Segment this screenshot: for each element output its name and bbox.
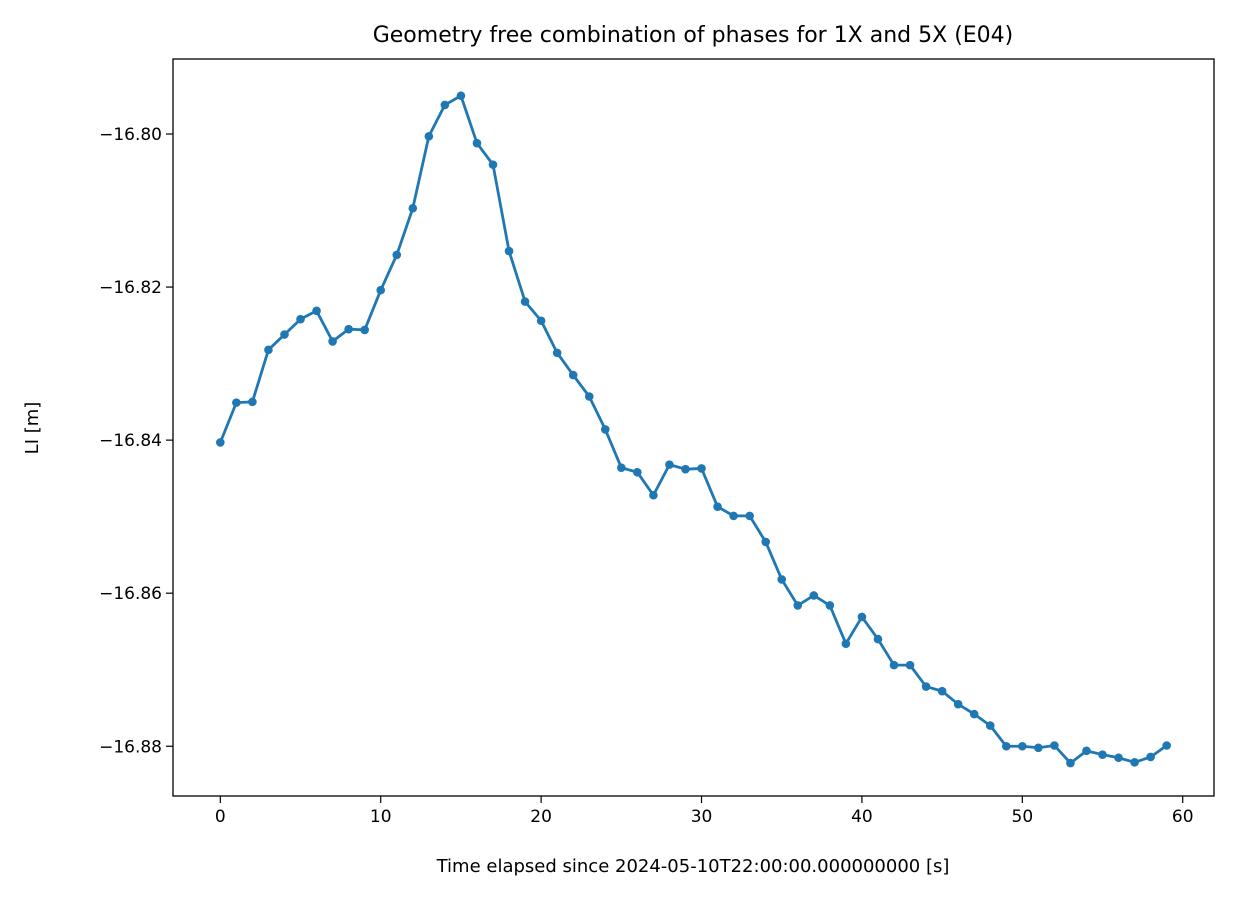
y-axis-label: LI [m]	[22, 402, 43, 455]
chart-title: Geometry free combination of phases for …	[373, 23, 1014, 48]
data-point	[472, 138, 482, 148]
data-point	[536, 316, 546, 326]
data-point	[841, 639, 851, 649]
plot-area	[172, 58, 1215, 797]
data-point	[1098, 750, 1107, 759]
data-point	[232, 398, 241, 407]
data-point	[953, 699, 963, 709]
data-point	[1001, 741, 1011, 751]
data-point	[1050, 741, 1059, 750]
x-tick-label: 10	[370, 807, 392, 827]
y-tick-label: −16.82	[99, 278, 162, 298]
data-point	[633, 467, 642, 477]
data-point	[1146, 752, 1155, 762]
data-point	[504, 246, 514, 256]
data-point	[520, 297, 530, 306]
data-point	[777, 575, 787, 584]
data-point	[857, 612, 867, 622]
x-tick-label: 40	[851, 807, 873, 827]
data-point	[889, 660, 899, 670]
data-point	[617, 463, 626, 472]
x-tick-label: 60	[1172, 807, 1194, 827]
data-point	[312, 306, 321, 316]
x-axis-ticks: 0 10 20 30 40 50 60	[215, 796, 1194, 827]
data-point	[921, 682, 931, 691]
data-point	[1034, 743, 1043, 753]
data-point	[424, 131, 434, 141]
data-point	[1082, 746, 1091, 756]
data-point	[264, 345, 273, 355]
data-point	[456, 91, 466, 101]
data-point	[825, 601, 835, 610]
x-axis-label: Time elapsed since 2024-05-10T22:00:00.0…	[436, 856, 950, 877]
data-point	[873, 634, 883, 644]
y-axis-ticks: −16.80 −16.82 −16.84 −16.86 −16.88	[99, 125, 173, 757]
data-point	[1130, 758, 1139, 767]
data-point	[681, 464, 690, 474]
axes-frame	[172, 58, 1215, 797]
data-point	[1018, 741, 1027, 751]
data-point	[1066, 758, 1075, 768]
data-point	[649, 490, 658, 500]
x-tick-label: 0	[215, 807, 226, 827]
data-point	[665, 460, 674, 469]
y-tick-label: −16.84	[99, 431, 162, 451]
y-tick-label: −16.88	[99, 737, 162, 757]
data-point	[905, 660, 915, 670]
data-point	[1114, 753, 1123, 763]
data-point	[1162, 741, 1171, 750]
series-layer	[216, 91, 1171, 768]
data-point	[793, 601, 803, 610]
data-point	[568, 370, 578, 380]
data-point	[360, 325, 369, 335]
data-point	[440, 100, 450, 110]
data-point	[328, 337, 337, 346]
data-point	[392, 250, 402, 260]
data-point	[280, 330, 289, 339]
data-point	[729, 511, 738, 521]
data-point	[761, 537, 770, 547]
x-tick-label: 30	[691, 807, 713, 827]
data-point	[600, 425, 610, 434]
x-tick-label: 50	[1012, 807, 1034, 827]
y-tick-label: −16.86	[99, 584, 162, 604]
data-point	[408, 203, 418, 213]
data-point	[969, 709, 979, 719]
data-point	[697, 464, 706, 473]
data-point	[376, 285, 386, 295]
y-tick-label: −16.80	[99, 125, 162, 145]
x-tick-label: 20	[530, 807, 552, 827]
data-point	[248, 397, 257, 407]
data-point	[713, 502, 722, 512]
data-point	[809, 591, 819, 600]
data-point	[552, 348, 562, 358]
data-point	[216, 438, 225, 447]
data-point	[745, 511, 754, 521]
data-point	[937, 686, 947, 696]
data-point	[344, 324, 353, 334]
data-point	[488, 160, 498, 169]
data-point	[296, 314, 305, 324]
data-point	[985, 721, 995, 730]
data-point	[584, 392, 594, 401]
